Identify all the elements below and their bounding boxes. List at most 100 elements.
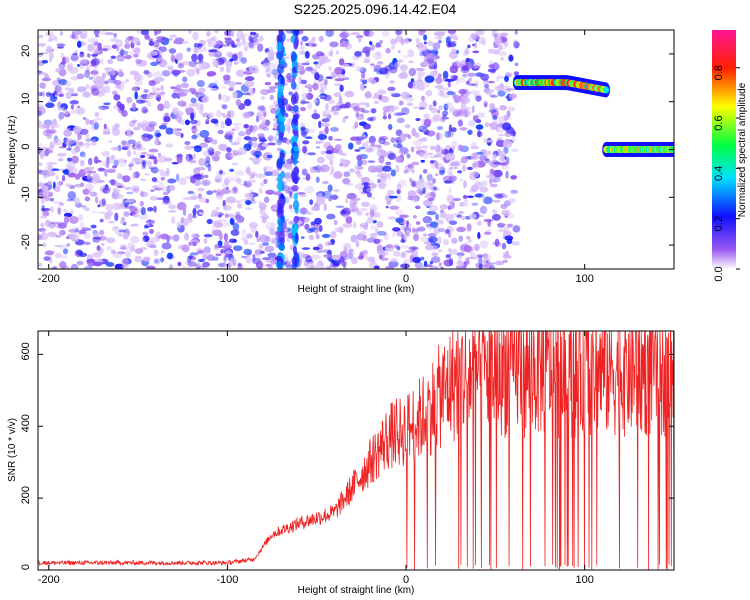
spectrogram-cell	[360, 82, 366, 91]
spectrogram-cell	[421, 95, 426, 102]
spectrogram-cell	[378, 137, 386, 145]
spectrogram-cell	[304, 136, 313, 140]
spectrogram-cell	[157, 59, 168, 68]
spectrogram-cell	[311, 53, 320, 60]
spectrogram-cell	[344, 116, 349, 119]
spectrogram-cell	[222, 222, 231, 228]
spectrogram-cell	[64, 81, 72, 87]
spectrogram-cell	[76, 73, 85, 80]
spectrogram-cell	[233, 61, 239, 65]
spectrogram-cell	[316, 250, 324, 253]
spectrogram-cell	[325, 152, 335, 161]
spectrogram-cell	[398, 179, 407, 188]
spectrogram-cell	[433, 61, 438, 70]
spectrogram-cell	[119, 48, 125, 56]
spectrogram-cell	[107, 59, 113, 65]
spectrogram-cell	[467, 166, 473, 171]
spectrogram-cell	[162, 192, 169, 195]
spectrogram-cell	[449, 65, 459, 74]
spectrogram-cell	[399, 214, 409, 219]
spectrogram-cell	[158, 141, 162, 146]
spectrogram-cell	[97, 235, 107, 241]
spectrogram-cell	[413, 80, 417, 84]
spectrogram-cell	[38, 110, 43, 117]
spectrogram-cell	[481, 180, 488, 187]
spectrogram-cell	[38, 162, 43, 167]
spectrogram-cell	[176, 221, 182, 229]
spectrogram-cell	[79, 159, 85, 167]
spectrogram-cell	[148, 92, 156, 96]
spectrogram-cell	[396, 246, 401, 251]
spectrogram-cell	[325, 265, 331, 269]
spectrogram-cell	[354, 121, 359, 129]
spectrogram-cell	[212, 155, 220, 162]
spectrogram-cell	[311, 36, 316, 42]
spectrogram-cell	[129, 48, 140, 57]
spectrogram-cell	[234, 82, 243, 85]
spectrogram-cell	[262, 165, 273, 171]
spectrogram-cell	[412, 214, 417, 219]
spectrogram-cell	[435, 161, 440, 170]
spectrogram-cell	[203, 181, 208, 186]
spectrogram-cell	[232, 258, 237, 266]
spectrogram-cell	[364, 147, 374, 153]
spectrogram-cell	[256, 236, 261, 243]
spectrogram-cell	[373, 100, 380, 104]
spectrogram-cell	[117, 159, 127, 168]
spectrogram-cell	[250, 224, 257, 233]
spectrogram-cell	[84, 241, 91, 246]
spectrogram-cell	[139, 211, 148, 220]
spectrogram-cell	[74, 183, 85, 188]
spectrogram-cell	[166, 167, 170, 176]
spectrogram-cell	[429, 260, 434, 265]
spectrogram-cell	[429, 221, 439, 228]
spectrogram-cell	[367, 117, 374, 122]
spectrogram-cell	[309, 211, 314, 216]
spectrogram-cell	[304, 84, 315, 89]
spectrogram-cell	[253, 150, 262, 158]
spectrogram-cell	[400, 263, 410, 269]
spectrogram-cell	[226, 110, 231, 118]
spectrogram-cell	[472, 50, 480, 54]
spectrogram-cell	[508, 54, 514, 62]
spectrogram-cell	[279, 123, 286, 133]
spectrogram-cell	[384, 247, 390, 253]
spectrogram-cell	[265, 259, 275, 264]
spectrogram-cell	[420, 235, 429, 243]
spectrogram-cell	[321, 233, 331, 238]
spectrogram-cell	[92, 236, 102, 240]
spectrogram-cell	[63, 127, 72, 130]
spectrogram-cell	[121, 258, 129, 267]
spectrogram-cell	[129, 245, 136, 252]
spectrogram-cell	[222, 74, 231, 81]
spectrogram-cell	[299, 50, 306, 55]
spectrogram-cell	[510, 191, 519, 195]
spectrogram-cell	[423, 195, 433, 199]
spectrogram-cell	[109, 37, 119, 43]
spectrogram-cell	[100, 58, 104, 65]
spectrogram-cell	[229, 58, 234, 62]
spectrogram-cell	[160, 37, 170, 46]
spectrogram-cell	[359, 207, 369, 212]
spectrogram-cell	[58, 112, 65, 120]
spectrogram-cell	[412, 256, 422, 264]
spectrogram-y-tick-label: -10	[20, 186, 32, 202]
spectrogram-cell	[466, 195, 475, 199]
spectrogram-cell	[214, 175, 223, 184]
spectrogram-cell	[249, 31, 257, 36]
spectrogram-cell	[136, 147, 146, 151]
spectrogram-cell	[474, 243, 480, 251]
spectrogram-cell	[302, 140, 310, 145]
spectrogram-cell	[504, 235, 514, 241]
spectrogram-cell	[258, 124, 266, 131]
spectrogram-cell	[120, 265, 129, 269]
spectrogram-cell	[38, 143, 43, 146]
spectrogram-cell	[182, 76, 188, 83]
spectrogram-cell	[263, 196, 270, 203]
spectrogram-cell	[433, 226, 441, 235]
spectrogram-cell	[211, 139, 218, 145]
spectrogram-cell	[106, 105, 110, 109]
spectrogram-cell	[223, 255, 227, 262]
spectrogram-cell	[299, 194, 307, 197]
